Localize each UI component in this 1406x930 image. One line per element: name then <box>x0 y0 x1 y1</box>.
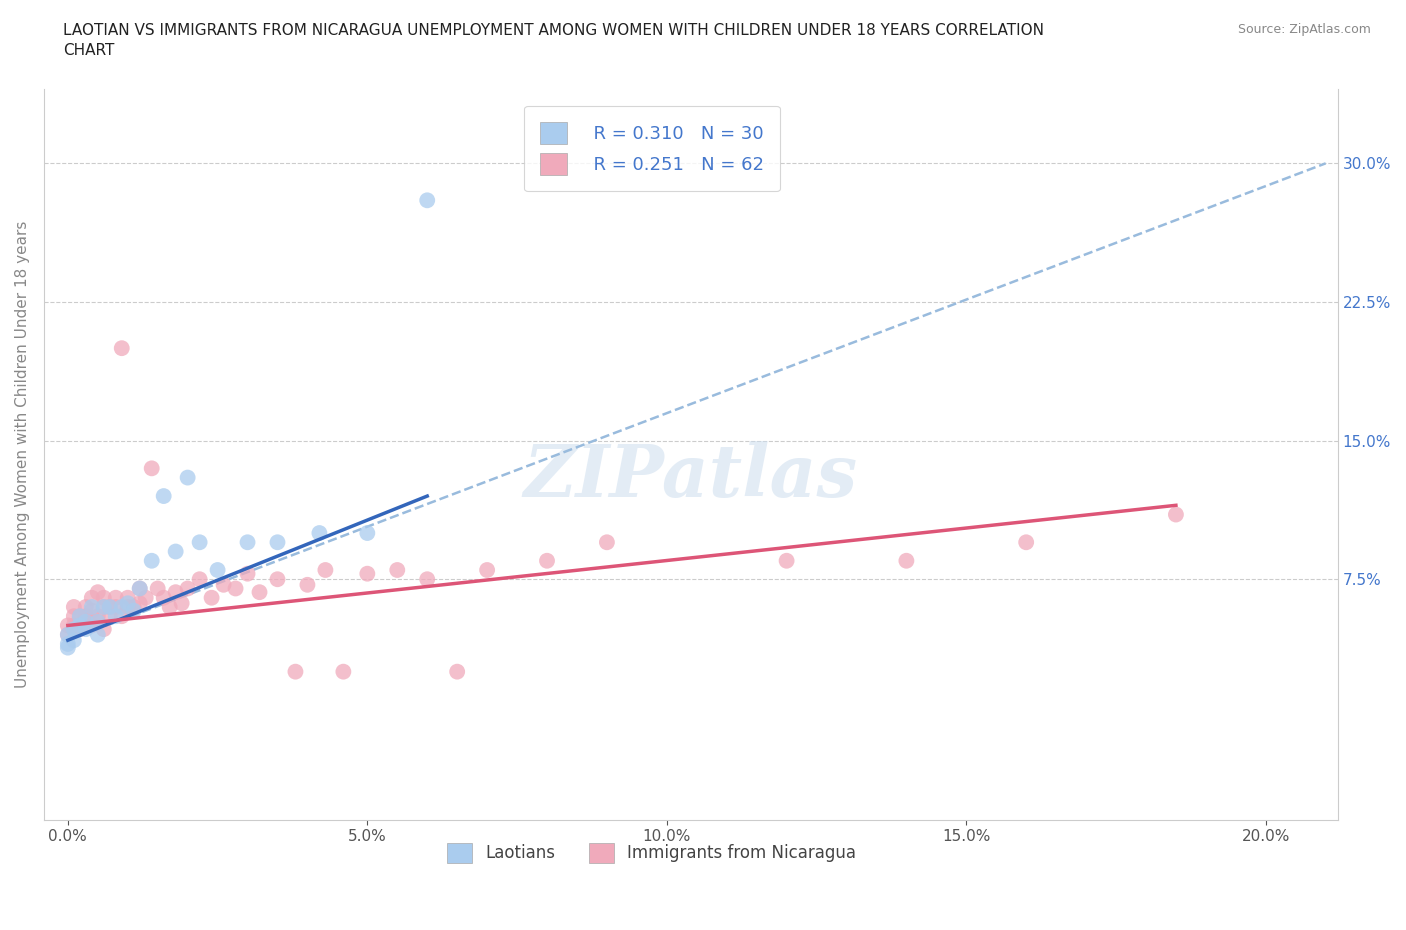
Text: LAOTIAN VS IMMIGRANTS FROM NICARAGUA UNEMPLOYMENT AMONG WOMEN WITH CHILDREN UNDE: LAOTIAN VS IMMIGRANTS FROM NICARAGUA UNE… <box>63 23 1045 58</box>
Point <box>104 591 127 605</box>
Point <box>896 553 918 568</box>
Point <box>69 618 91 633</box>
Point <box>104 609 127 624</box>
Point <box>69 609 91 624</box>
Point <box>356 566 378 581</box>
Point <box>225 581 247 596</box>
Point <box>104 600 127 615</box>
Point <box>80 618 103 633</box>
Point <box>387 563 409 578</box>
Point <box>165 585 187 600</box>
Point <box>87 609 110 624</box>
Point <box>80 591 103 605</box>
Point <box>111 600 134 615</box>
Point <box>75 609 97 624</box>
Point <box>356 525 378 540</box>
Point <box>236 566 259 581</box>
Point <box>98 600 121 615</box>
Point <box>69 609 91 624</box>
Point <box>63 622 86 637</box>
Point <box>56 627 79 642</box>
Point <box>75 622 97 637</box>
Point <box>63 632 86 647</box>
Point <box>87 627 110 642</box>
Point <box>416 572 439 587</box>
Point <box>128 581 150 596</box>
Point <box>152 591 174 605</box>
Point <box>308 525 330 540</box>
Point <box>56 640 79 655</box>
Point <box>212 578 235 592</box>
Point <box>165 544 187 559</box>
Point <box>63 622 86 637</box>
Point <box>249 585 271 600</box>
Point <box>75 615 97 630</box>
Text: ZIPatlas: ZIPatlas <box>523 441 858 512</box>
Point <box>122 600 145 615</box>
Point <box>69 622 91 637</box>
Point <box>314 563 336 578</box>
Point <box>141 461 163 476</box>
Point <box>56 636 79 651</box>
Point <box>159 600 181 615</box>
Point <box>80 600 103 615</box>
Point <box>266 535 288 550</box>
Point <box>117 600 139 615</box>
Point <box>56 618 79 633</box>
Point <box>596 535 619 550</box>
Point <box>141 553 163 568</box>
Point <box>152 488 174 503</box>
Y-axis label: Unemployment Among Women with Children Under 18 years: Unemployment Among Women with Children U… <box>15 220 30 688</box>
Point <box>536 553 558 568</box>
Text: Source: ZipAtlas.com: Source: ZipAtlas.com <box>1237 23 1371 36</box>
Point <box>1164 507 1187 522</box>
Point <box>117 591 139 605</box>
Point <box>63 618 86 633</box>
Point <box>93 600 115 615</box>
Point <box>416 193 439 207</box>
Point <box>266 572 288 587</box>
Point <box>69 618 91 633</box>
Point <box>475 563 498 578</box>
Point <box>93 622 115 637</box>
Point <box>93 600 115 615</box>
Point <box>188 572 211 587</box>
Point <box>135 591 157 605</box>
Point <box>122 604 145 618</box>
Point <box>170 596 193 611</box>
Point <box>63 600 86 615</box>
Point <box>200 591 222 605</box>
Point <box>128 581 150 596</box>
Point <box>75 600 97 615</box>
Legend: Laotians, Immigrants from Nicaragua: Laotians, Immigrants from Nicaragua <box>441 836 863 870</box>
Point <box>332 664 354 679</box>
Point <box>236 535 259 550</box>
Point <box>446 664 468 679</box>
Point <box>56 627 79 642</box>
Point <box>176 581 198 596</box>
Point <box>117 596 139 611</box>
Point <box>176 471 198 485</box>
Point <box>98 609 121 624</box>
Point <box>87 585 110 600</box>
Point <box>284 664 307 679</box>
Point <box>87 615 110 630</box>
Point <box>207 563 229 578</box>
Point <box>1015 535 1038 550</box>
Point <box>75 615 97 630</box>
Point <box>80 604 103 618</box>
Point <box>98 600 121 615</box>
Point <box>146 581 169 596</box>
Point <box>297 578 319 592</box>
Point <box>775 553 797 568</box>
Point <box>128 596 150 611</box>
Point <box>87 615 110 630</box>
Point <box>93 591 115 605</box>
Point <box>111 609 134 624</box>
Point <box>63 609 86 624</box>
Point <box>188 535 211 550</box>
Point <box>111 340 134 355</box>
